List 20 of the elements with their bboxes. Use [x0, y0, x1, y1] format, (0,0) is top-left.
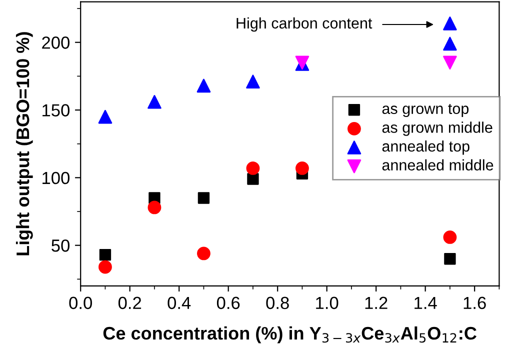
- x-tick-label: 0.8: [266, 296, 289, 310]
- annotation: High carbon content: [236, 17, 372, 32]
- legend-label: as grown middle: [382, 122, 492, 136]
- y-tick-label: 100: [42, 172, 70, 184]
- legend-label: annealed top: [382, 140, 470, 155]
- text: Ce concentration (%) in Y$_{3−3x}$Ce$_{3x}$Al$_{5}$O$_{12}$:C: [103, 326, 476, 344]
- x-tick-label: 1.4: [414, 296, 437, 309]
- x-tick-label: 0.2: [118, 296, 142, 310]
- x-tick-label: 1.6: [464, 296, 486, 310]
- x-tick-label: 0.4: [168, 296, 191, 310]
- y-axis-title: Light output (BGO=100 %): [16, 32, 33, 256]
- x-tick-label: 1.2: [365, 296, 388, 309]
- x-tick-label: 0.6: [216, 296, 240, 310]
- x-tick-label: 1.0: [316, 296, 338, 310]
- y-tick-label: 50: [52, 240, 70, 252]
- y-tick-label: 200: [42, 36, 70, 49]
- y-tick-label: 150: [42, 104, 70, 116]
- x-tick-label: 0.0: [69, 296, 92, 310]
- legend-label: annealed middle: [382, 159, 494, 171]
- legend-label: as grown top: [382, 104, 469, 118]
